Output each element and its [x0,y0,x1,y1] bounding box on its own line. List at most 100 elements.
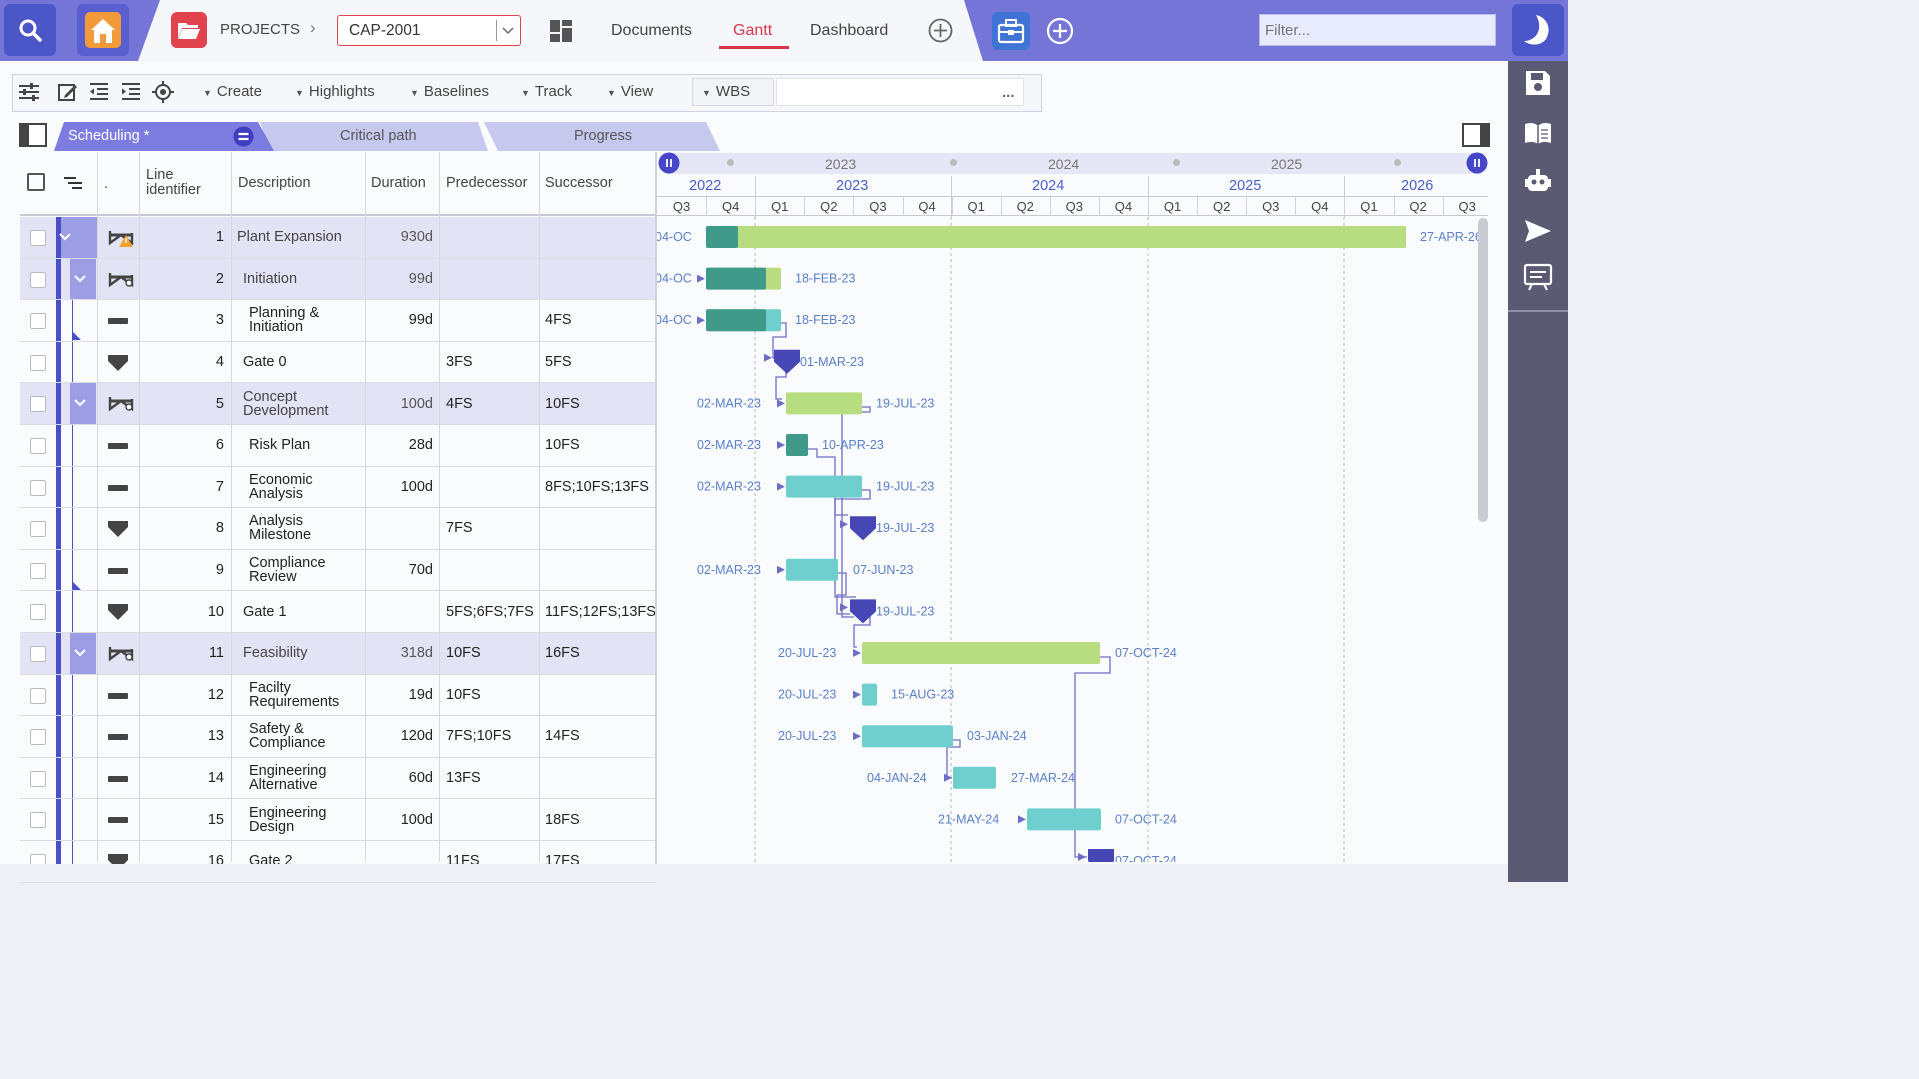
row-successor[interactable] [545,508,655,549]
task-bar[interactable] [862,683,877,706]
bar-end-label[interactable]: 27-MAR-24 [1011,771,1075,785]
table-row[interactable]: 14 Engineering Alternative 60d 13FS [20,757,656,800]
bar-end-label[interactable]: 19-JUL-23 [876,604,934,618]
home-button[interactable] [77,4,129,56]
row-checkbox[interactable] [30,521,46,538]
layout-grid-icon[interactable] [549,19,573,43]
row-successor[interactable] [545,758,655,799]
summary-bar[interactable] [786,392,862,415]
highlights-menu[interactable]: ▼ Highlights [295,83,375,100]
row-description[interactable]: Engineering Alternative [249,763,327,794]
save-icon[interactable] [1524,69,1552,97]
view-menu[interactable]: ▼ View [607,83,654,100]
row-successor[interactable]: 14FS [545,728,580,745]
table-row[interactable]: 9 Compliance Review 70d [20,549,656,592]
row-checkbox[interactable] [30,770,46,787]
milestone-marker[interactable] [774,349,800,374]
bar-end-label[interactable]: 18-FEB-23 [795,313,855,327]
task-bar[interactable] [862,725,953,748]
row-checkbox[interactable] [30,230,46,246]
row-checkbox[interactable] [30,479,46,496]
tab-documents[interactable]: Documents [611,22,692,39]
project-select[interactable]: CAP-2001 [337,15,521,46]
row-checkbox[interactable] [30,562,46,579]
tab-progress[interactable] [484,122,720,151]
select-all-checkbox[interactable] [27,173,45,191]
column-predecessor[interactable]: Predecessor [446,175,528,191]
row-successor[interactable] [545,259,655,300]
row-successor[interactable] [545,675,655,716]
row-predecessor[interactable] [446,259,542,300]
row-description[interactable]: Facilty Requirements [249,679,340,710]
row-duration[interactable]: 60d [408,770,433,787]
row-duration[interactable]: 100d [400,811,433,828]
row-description[interactable]: Gate 1 [243,603,287,620]
row-successor[interactable]: 16FS [545,645,580,662]
row-predecessor[interactable] [446,300,542,341]
row-duration[interactable]: 930d [400,229,433,246]
projects-button[interactable] [171,12,207,48]
table-row[interactable]: 10 Gate 1 5FS;6FS;7FS 11FS;12FS;13FS [20,591,656,633]
row-successor[interactable]: 18FS [545,811,580,828]
row-checkbox[interactable] [30,687,46,704]
bar-end-label[interactable]: 18-FEB-23 [795,272,855,286]
search-button[interactable] [4,4,56,56]
bar-start-label[interactable]: 02-MAR-23 [697,563,761,577]
table-row[interactable]: 1 Plant Expansion 930d [20,217,656,259]
more-options[interactable]: ... [1002,84,1015,101]
progress-bar[interactable] [706,226,738,248]
table-row[interactable]: 5 Concept Development 100d 4FS 10FS [20,383,656,425]
row-successor[interactable] [545,217,655,258]
row-duration[interactable]: 70d [408,562,433,579]
milestone-marker[interactable] [1088,849,1114,862]
progress-bar[interactable] [786,434,808,456]
toggle-panel-right[interactable] [1462,123,1490,147]
row-description[interactable]: Engineering Design [249,804,327,835]
bar-end-label[interactable]: 07-OCT-24 [1115,646,1177,660]
bar-start-label[interactable]: 21-MAY-24 [938,812,999,826]
collapse-chevron-icon[interactable] [58,232,72,242]
overview-strip[interactable] [666,153,1481,174]
table-row[interactable]: 3 Planning & Initiation 99d 4FS [20,300,656,342]
column-duration[interactable]: Duration [371,175,426,191]
row-successor[interactable]: 4FS [545,312,572,329]
column-successor[interactable]: Successor [545,175,613,191]
baselines-menu[interactable]: ▼ Baselines [410,83,489,100]
row-duration[interactable]: 28d [408,437,433,454]
tab-dashboard[interactable]: Dashboard [810,22,889,39]
send-icon[interactable] [1523,218,1553,244]
wbs-input[interactable] [776,78,1024,106]
row-checkbox[interactable] [30,729,46,746]
row-predecessor[interactable] [446,550,542,591]
add-circle-icon[interactable] [1046,17,1074,45]
bar-end-label[interactable]: 01-MAR-23 [800,355,864,369]
bar-start-label[interactable]: 04-OC [657,272,692,286]
row-duration[interactable]: 120d [400,728,433,745]
row-checkbox[interactable] [30,646,46,662]
row-predecessor[interactable]: 7FS;10FS [446,728,512,745]
toolbox-button[interactable] [992,12,1030,50]
outdent-icon[interactable] [89,82,109,102]
tab-critical-path[interactable] [260,122,488,151]
table-row[interactable]: 7 Economic Analysis 100d 8FS;10FS;13FS [20,466,656,509]
bar-end-label[interactable]: 19-JUL-23 [876,396,934,410]
row-checkbox[interactable] [30,812,46,829]
row-successor[interactable]: 10FS [545,395,580,412]
summary-bar[interactable] [862,642,1100,664]
row-successor[interactable]: 11FS;12FS;13FS [545,603,656,620]
row-duration[interactable]: 99d [408,312,433,329]
grid-gantt-splitter[interactable] [655,152,657,864]
add-tab-icon[interactable] [928,18,953,43]
table-row[interactable]: 12 Facilty Requirements 19d 10FS [20,674,656,717]
bar-end-label[interactable]: 07-OCT-24 [1115,854,1177,862]
row-description[interactable]: Economic Analysis [249,471,313,502]
toggle-panel-left[interactable] [19,123,47,147]
bar-start-label[interactable]: 02-MAR-23 [697,396,761,410]
gantt-chart[interactable]: 04-OC 27-APR-26 04-OC 18-FEB-23 04-OC 18-FEB-… [657,217,1488,862]
row-predecessor[interactable]: 4FS [446,395,473,412]
progress-bar[interactable] [706,309,766,332]
column-line-identifier[interactable]: Line identifier [146,167,201,198]
row-checkbox[interactable] [30,396,46,413]
bar-end-label[interactable]: 03-JAN-24 [967,729,1027,743]
milestone-marker[interactable] [850,599,876,624]
